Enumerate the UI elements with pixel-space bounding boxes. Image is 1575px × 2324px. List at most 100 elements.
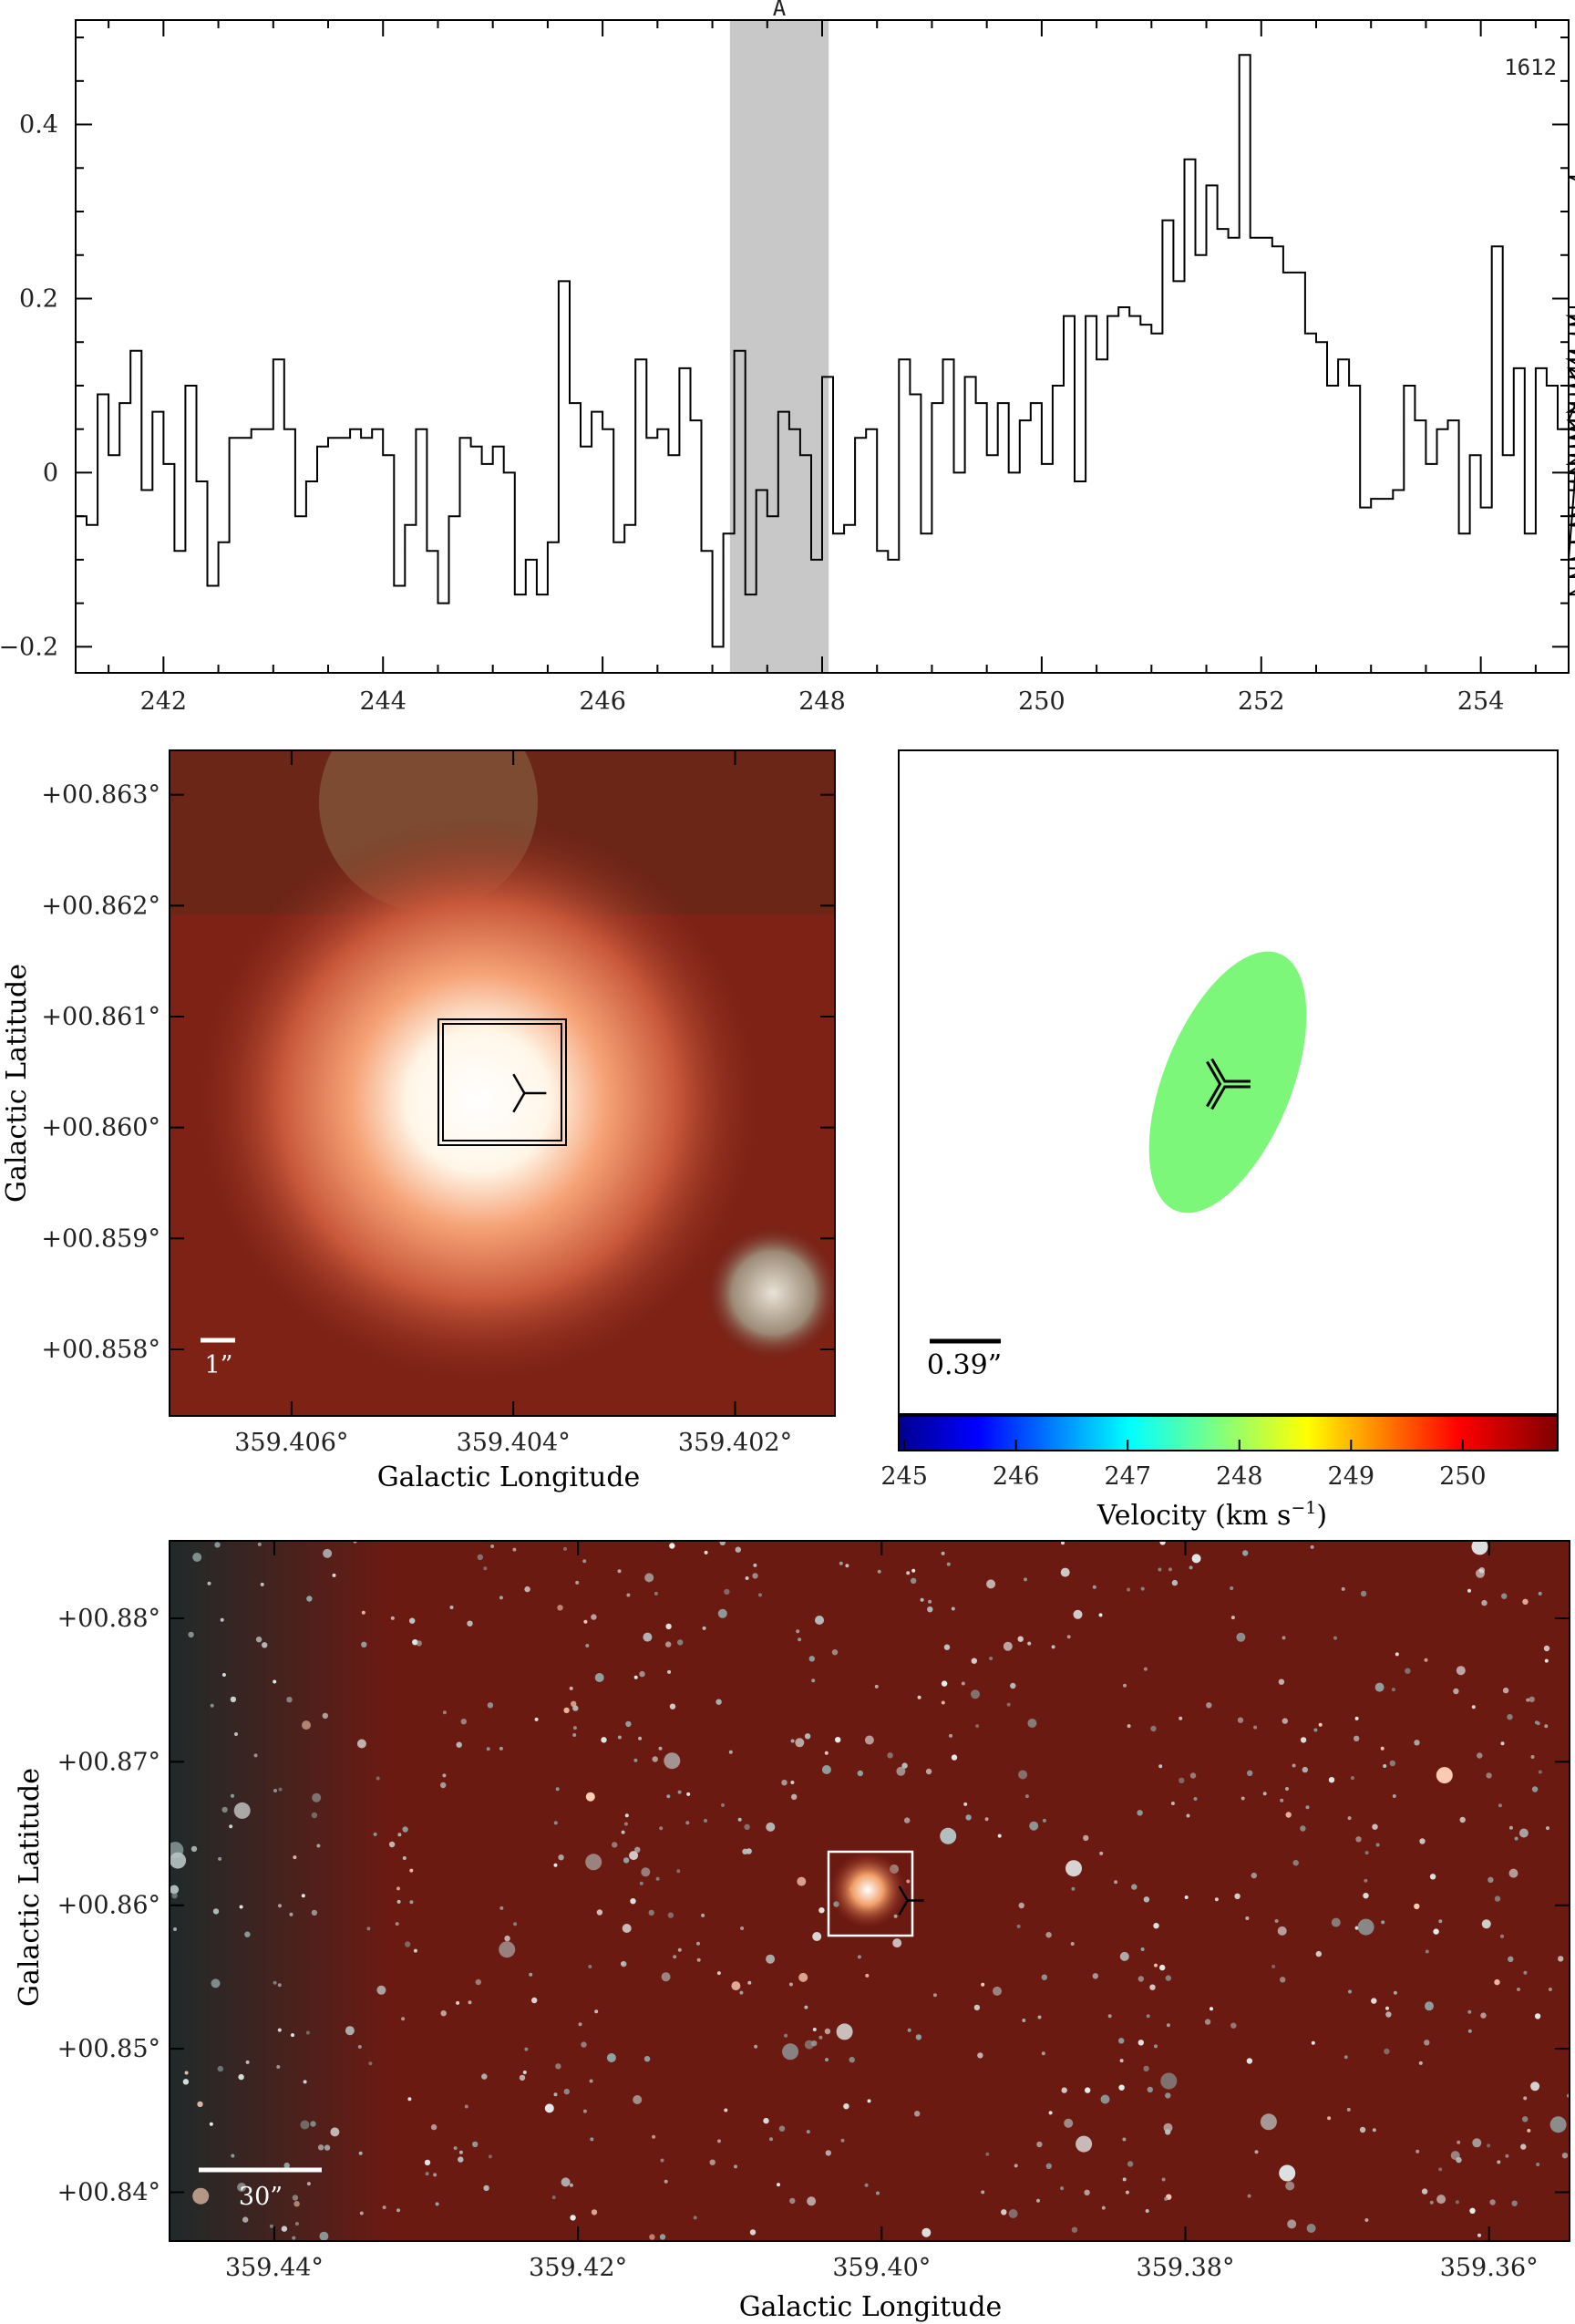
star (1280, 1798, 1284, 1802)
star (791, 1793, 798, 1801)
star (594, 2009, 599, 2014)
star (356, 1739, 366, 1749)
star (211, 1978, 221, 1988)
star (1364, 2218, 1369, 2222)
star (488, 2154, 492, 2159)
x-tick-label: 246 (579, 687, 626, 716)
star (1165, 2129, 1171, 2135)
star (1191, 1554, 1201, 1564)
zoom-x-ticks: 359.406° 359.404° 359.402° (234, 750, 792, 1457)
star (1024, 1577, 1027, 1582)
star (811, 2040, 818, 2047)
star (1546, 1826, 1549, 1831)
star (807, 2196, 817, 2206)
star (300, 2120, 310, 2130)
star (665, 1641, 672, 1647)
star (940, 1827, 957, 1844)
star (1467, 2009, 1472, 2014)
star (911, 1577, 917, 1585)
star (396, 1886, 400, 1891)
star (1085, 2087, 1091, 2093)
star (1518, 1828, 1529, 1838)
source-box-inner (442, 1023, 562, 1141)
star (1029, 1821, 1039, 1831)
star (475, 1978, 481, 1986)
source-box-outer (438, 1018, 567, 1146)
star (1543, 1645, 1550, 1652)
star (752, 1573, 758, 1579)
y-tick-label: +00.88° (57, 1605, 160, 1633)
star (197, 2101, 203, 2108)
star (1061, 1541, 1065, 1545)
star (572, 1726, 577, 1730)
star (639, 1670, 645, 1678)
star (840, 2138, 845, 2143)
star (413, 1948, 417, 1953)
star (591, 2209, 598, 2216)
star (1538, 1591, 1542, 1596)
wide-scale-label: 30” (239, 2183, 283, 2211)
star (553, 1821, 558, 1825)
star (1425, 2001, 1434, 2011)
star (578, 2022, 582, 2027)
star (234, 1732, 238, 1736)
star (782, 2043, 799, 2061)
star (1036, 2198, 1040, 2203)
star (1127, 1724, 1131, 1729)
star (395, 1922, 399, 1926)
star (1042, 1818, 1046, 1823)
star (740, 1926, 745, 1930)
neighbour-star (705, 1224, 835, 1361)
star (253, 1753, 258, 1758)
star (660, 2158, 664, 2163)
star (1372, 2128, 1376, 2133)
star (1027, 1719, 1037, 1728)
star (1285, 1812, 1292, 1818)
star (1538, 1770, 1542, 1774)
star (664, 2179, 668, 2184)
star (237, 2183, 247, 2192)
star (1016, 1924, 1021, 1928)
star (648, 1909, 654, 1916)
star (941, 1680, 948, 1687)
star (892, 1938, 902, 1948)
star (704, 1819, 707, 1823)
star (753, 1563, 757, 1567)
star (214, 1542, 221, 1548)
spectrum-step-line (76, 54, 1575, 648)
zoom-x-axis-title: Galactic Longitude (377, 1462, 641, 1493)
star (1138, 2040, 1145, 2046)
star (1520, 2143, 1527, 2150)
star (961, 1681, 965, 1686)
star (932, 1993, 937, 1998)
star (449, 1606, 454, 1609)
star (589, 2079, 593, 2083)
star (1548, 1988, 1552, 1991)
star (544, 2103, 554, 2113)
star (301, 1894, 305, 1898)
star (192, 1553, 202, 1562)
star (845, 1564, 849, 1568)
star (1498, 1803, 1502, 1808)
zoom-image-frame (169, 749, 836, 1417)
star (993, 1986, 1002, 1996)
star (1467, 2029, 1472, 2033)
star (798, 1972, 808, 1982)
star (1092, 1585, 1096, 1589)
velocity-map-panel: 0.39” 245 246 247 248 249 250 Velocity (km s−… (880, 749, 1559, 1532)
star (796, 1629, 800, 1634)
star (490, 1544, 495, 1548)
star (182, 2079, 190, 2085)
star (442, 1710, 447, 1715)
star (644, 1573, 654, 1583)
star (1514, 1836, 1518, 1841)
star (643, 2056, 651, 2062)
star (1123, 1683, 1127, 1688)
star (273, 1980, 277, 1985)
star (396, 1899, 401, 1904)
star (1153, 1923, 1159, 1929)
star (1477, 1752, 1483, 1759)
star (433, 2173, 438, 2177)
colorbar-title: Velocity (km s−1) (1096, 1498, 1327, 1532)
star (359, 2211, 364, 2216)
